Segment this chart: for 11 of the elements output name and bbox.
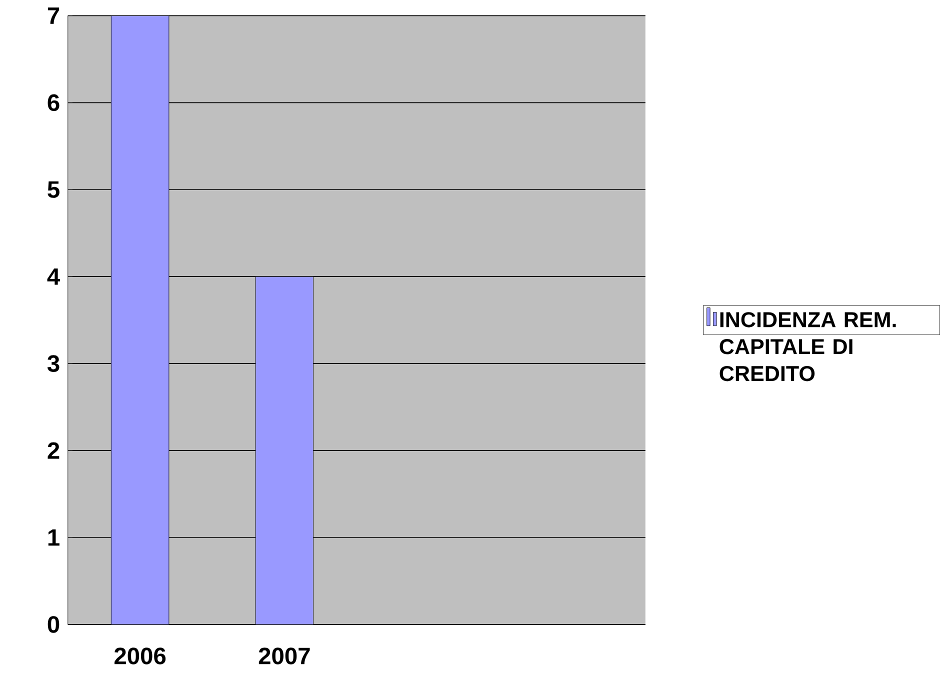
x-tick-label: 2006: [114, 648, 166, 665]
y-tick-label: 0: [48, 616, 60, 634]
y-tick-label: 4: [47, 268, 60, 285]
y-tick-label: 3: [47, 355, 60, 372]
y-tick-label: 2: [48, 442, 60, 459]
y-tick-label: 5: [48, 182, 60, 198]
legend-label: INCIDENZA REM. CAPITALE DI CREDITO: [720, 312, 896, 382]
x-tick-label: 2007: [258, 648, 310, 665]
y-tick-label: 7: [48, 8, 60, 24]
y-tick-label: 1: [48, 530, 60, 546]
y-tick-label: 6: [48, 94, 60, 112]
